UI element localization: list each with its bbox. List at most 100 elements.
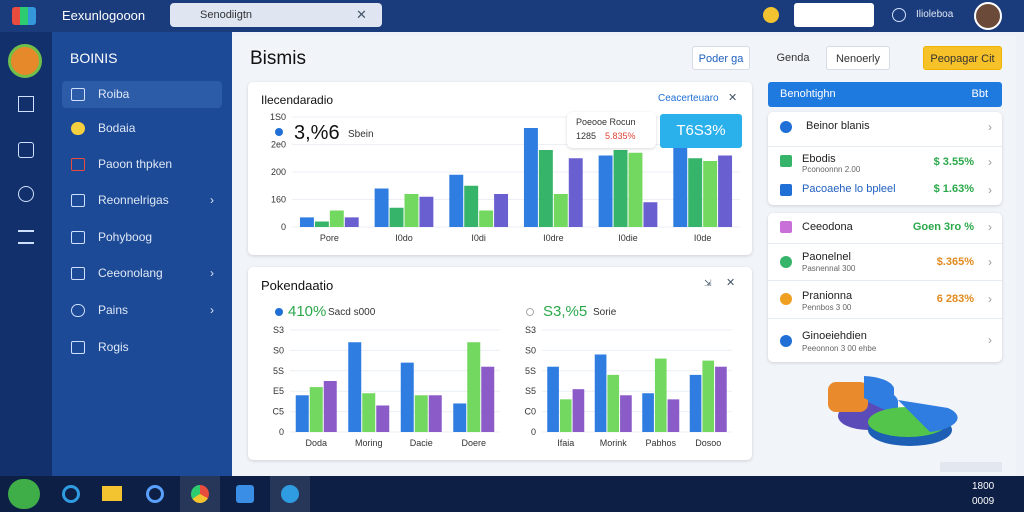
tooltip-change: 5.835% — [605, 131, 636, 141]
chevron: › — [988, 292, 992, 306]
y-tick-label: S0 — [273, 345, 284, 355]
rail-icon[interactable] — [18, 142, 34, 158]
x-tick-label: Morink — [600, 438, 628, 448]
x-tick-label: Pabhos — [645, 438, 676, 448]
menu-item[interactable]: Roiba — [62, 81, 222, 108]
bar — [628, 152, 643, 227]
menu-item[interactable]: Rogis — [62, 334, 222, 361]
menu-item[interactable]: Pohyboog — [62, 224, 222, 251]
list-row[interactable]: Ginoeiehdien Peeonnon 3 00 ehbe › — [768, 318, 1002, 362]
bar — [673, 144, 688, 227]
settings-icon[interactable] — [892, 8, 906, 22]
bar — [481, 366, 495, 432]
x-tick-label: Doere — [461, 438, 486, 448]
chevron: › — [988, 183, 992, 197]
toolbar-box[interactable] — [794, 3, 874, 27]
clock-date: 0009 — [972, 496, 995, 507]
notification-icon[interactable] — [763, 7, 779, 23]
bar — [523, 128, 538, 227]
taskbar-app[interactable] — [146, 485, 164, 503]
button[interactable]: Nenoerly — [826, 46, 890, 70]
sidebar-title: BOINIS — [70, 50, 118, 66]
bar — [299, 217, 314, 227]
start-button[interactable] — [8, 479, 40, 509]
bar — [607, 374, 620, 432]
taskbar-active[interactable] — [180, 476, 220, 512]
row-title: Pranionna — [802, 290, 853, 302]
list-row[interactable]: Ebodis Pconoonnn 2.00 $ 3.55% › — [768, 146, 1002, 176]
pie-slice — [828, 382, 868, 412]
bar — [467, 342, 481, 432]
chevron: › — [988, 220, 992, 234]
menu-item[interactable]: Pains › — [62, 297, 222, 324]
legend-dot — [275, 128, 283, 136]
menu-label: Roiba — [98, 87, 130, 101]
rail-icon[interactable] — [18, 230, 34, 244]
taskbar-app[interactable] — [102, 486, 122, 501]
rail-logo[interactable] — [8, 44, 42, 78]
app-name: Eexunlogooon — [62, 8, 146, 23]
x-tick-label: I0de — [694, 233, 712, 243]
card-link[interactable]: Ceacerteuaro — [658, 93, 719, 104]
card-title: Ilecendaradio — [261, 93, 334, 107]
clock-time: 1800 — [972, 481, 995, 492]
row-icon — [780, 293, 792, 305]
list-row[interactable]: Paonelnel Pasnennal 300 $.365% › — [768, 243, 1002, 280]
insights-title: Benohtighn — [780, 88, 836, 100]
menu-item[interactable]: Reonnelrigas › — [62, 187, 222, 214]
bar — [449, 174, 464, 227]
menu-item[interactable]: Paoon thpken — [62, 151, 222, 178]
list-row[interactable]: Pranionna Pennbos 3 00 6 283% › — [768, 280, 1002, 318]
list-row[interactable]: Pacoaehe lo bpleel $ 1.63% › — [768, 176, 1002, 205]
bar — [453, 403, 467, 432]
close-button[interactable]: ✕ — [726, 277, 736, 289]
row-icon — [780, 155, 792, 167]
stat: 410% — [288, 303, 327, 320]
pie-slice — [898, 400, 958, 432]
list-row[interactable]: Beinor blanis › — [768, 112, 1002, 142]
card-title: Pokendaatio — [261, 278, 334, 293]
taskbar-app[interactable] — [62, 485, 80, 503]
row-title: Ceeodona — [802, 221, 853, 233]
icon-rail — [0, 32, 52, 476]
icon[interactable]: ⇲ — [704, 278, 712, 288]
rail-icon[interactable] — [18, 186, 34, 202]
bar — [594, 354, 607, 432]
bar — [688, 158, 703, 227]
insights-action[interactable]: Bbt — [971, 88, 988, 100]
chevron: › — [988, 155, 992, 169]
close-button[interactable]: ✕ — [728, 92, 738, 104]
button[interactable]: Poder ga — [692, 46, 750, 70]
taskbar-active[interactable] — [270, 476, 310, 512]
app-logo[interactable] — [12, 7, 36, 25]
bar — [715, 366, 727, 432]
list-row[interactable]: Ceeodona Goen 3ro % › — [768, 213, 1002, 241]
row-value: $ 3.55% — [933, 156, 974, 168]
y-tick-label: E5 — [273, 386, 284, 396]
row-sub: Pasnennal 300 — [802, 264, 856, 273]
row-sub: Pconoonnn 2.00 — [802, 165, 861, 174]
user-name: Ilioleboa — [916, 9, 954, 20]
bar — [323, 381, 337, 432]
insights-list: Ceeodona Goen 3ro % › Paonelnel Pasnennal 3… — [768, 213, 1002, 362]
avatar[interactable] — [974, 2, 1002, 30]
row-title: Beinor blanis — [806, 120, 870, 132]
button[interactable]: Genda — [776, 52, 810, 64]
taskbar-app[interactable] — [236, 485, 254, 503]
search-box[interactable]: Senodiigtn ✕ — [170, 3, 382, 27]
y-tick-label: 0 — [531, 427, 536, 437]
y-tick-label: 0 — [279, 427, 284, 437]
button[interactable]: Peopagar Cit — [923, 46, 1002, 70]
bar — [314, 221, 329, 227]
x-tick-label: I0do — [395, 233, 413, 243]
rail-icon[interactable] — [18, 96, 34, 112]
menu-item[interactable]: Bodaia — [62, 115, 222, 142]
row-value: 6 283% — [936, 293, 974, 305]
taskbar: 1800 0009 — [0, 476, 1024, 512]
search-clear[interactable]: ✕ — [356, 7, 367, 22]
x-tick-label: I0die — [618, 233, 638, 243]
menu-item[interactable]: Ceeonolang › — [62, 260, 222, 287]
y-tick-label: 5S — [525, 366, 536, 376]
